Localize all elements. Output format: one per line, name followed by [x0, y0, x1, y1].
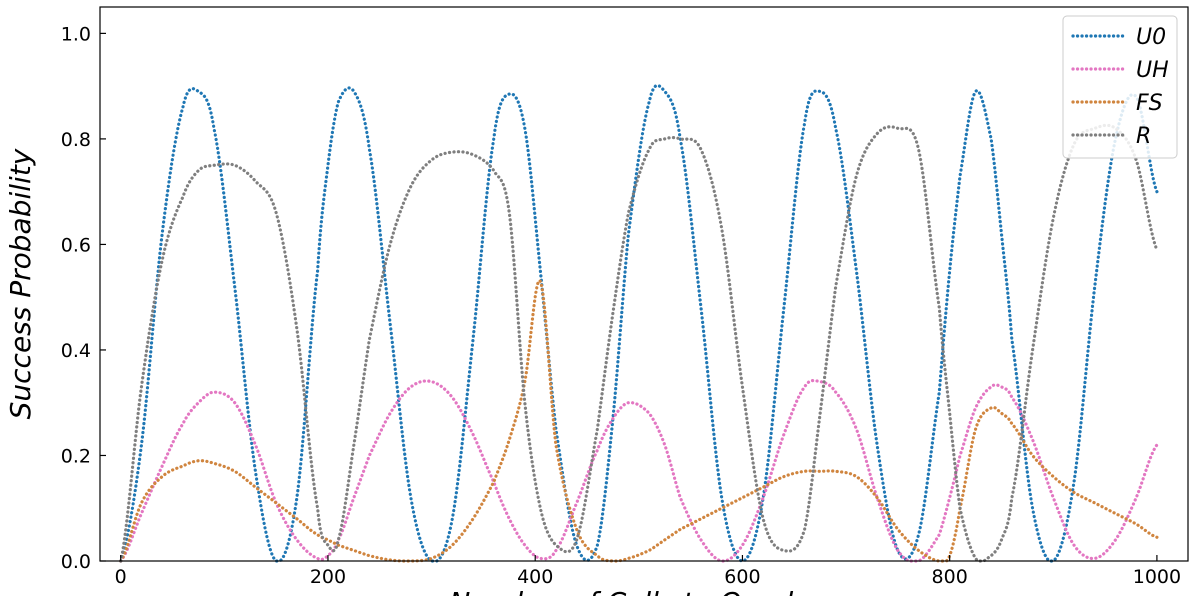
series-r-line [119, 123, 1159, 563]
plot-frame [99, 6, 1189, 562]
x-axis-title: Number of Calls to Oracle [449, 586, 810, 596]
y-tick-label: 0.8 [61, 129, 91, 151]
legend-label-uh: UH [1136, 58, 1169, 83]
legend-label-fs: FS [1136, 91, 1163, 116]
legend-label-u0: U0 [1136, 25, 1166, 50]
series-fs-line [119, 278, 1159, 563]
y-tick-label: 0.2 [61, 445, 91, 467]
y-tick-label: 0.6 [61, 234, 91, 256]
y-tick-label: 1.0 [61, 23, 91, 45]
x-tick-label: 600 [724, 566, 760, 588]
y-axis-title: Success Probability [4, 148, 37, 419]
series-layer [119, 83, 1159, 563]
series-uh-line [119, 378, 1159, 563]
y-tick-label: 0.4 [61, 340, 91, 362]
x-tick-label: 1000 [1133, 566, 1181, 588]
series-u0-line [119, 83, 1159, 563]
legend: U0 UH FS R [1062, 15, 1178, 159]
x-tick-label: 800 [932, 566, 968, 588]
ticks-layer: 0 200 400 600 800 1000 0.0 0.2 0.4 0.6 0.8 1.0 [61, 23, 1181, 588]
y-tick-label: 0.0 [61, 551, 91, 573]
x-tick-label: 0 [115, 566, 127, 588]
x-tick-label: 200 [310, 566, 346, 588]
legend-box [1062, 15, 1178, 159]
x-tick-label: 400 [517, 566, 553, 588]
legend-label-r: R [1136, 124, 1151, 149]
